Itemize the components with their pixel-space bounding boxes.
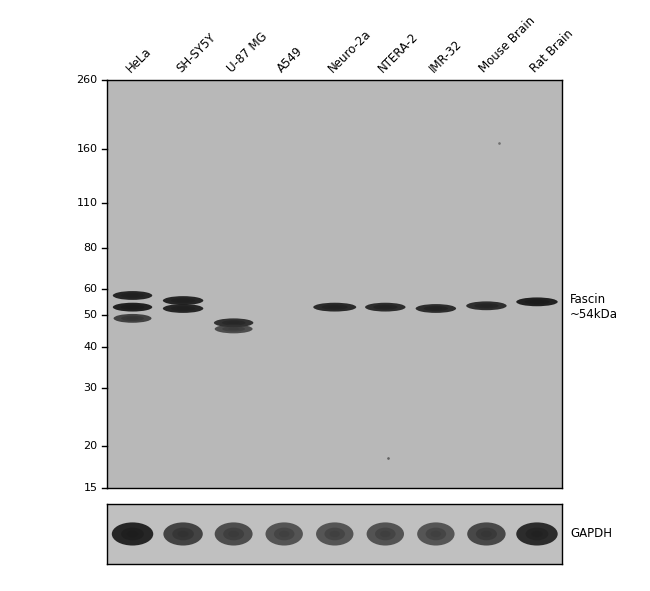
Ellipse shape <box>172 528 194 540</box>
Text: 30: 30 <box>83 384 98 394</box>
Text: 80: 80 <box>83 243 98 254</box>
Ellipse shape <box>480 304 493 307</box>
Ellipse shape <box>177 299 189 302</box>
Ellipse shape <box>113 303 152 311</box>
Ellipse shape <box>516 522 558 545</box>
Ellipse shape <box>322 304 348 310</box>
Ellipse shape <box>222 326 245 332</box>
Ellipse shape <box>177 531 188 537</box>
Text: 60: 60 <box>83 284 98 294</box>
Ellipse shape <box>228 531 239 537</box>
Ellipse shape <box>526 528 549 540</box>
Text: Fascin
~54kDa: Fascin ~54kDa <box>570 293 618 321</box>
Ellipse shape <box>531 531 543 537</box>
Ellipse shape <box>365 303 406 311</box>
Ellipse shape <box>476 528 497 540</box>
Ellipse shape <box>171 306 195 311</box>
Text: 160: 160 <box>77 144 98 154</box>
Ellipse shape <box>430 531 441 537</box>
Text: Rat Brain: Rat Brain <box>528 27 576 75</box>
Ellipse shape <box>417 522 454 545</box>
Text: Mouse Brain: Mouse Brain <box>477 14 538 75</box>
Ellipse shape <box>380 531 391 537</box>
Ellipse shape <box>274 528 294 540</box>
Text: HeLa: HeLa <box>124 45 153 75</box>
Text: 50: 50 <box>83 310 98 320</box>
Ellipse shape <box>466 301 506 310</box>
Ellipse shape <box>177 307 189 310</box>
Ellipse shape <box>163 296 203 305</box>
Ellipse shape <box>265 522 303 545</box>
Ellipse shape <box>121 528 144 540</box>
Ellipse shape <box>127 294 138 297</box>
Ellipse shape <box>424 306 448 311</box>
Ellipse shape <box>227 322 240 324</box>
Ellipse shape <box>121 304 144 310</box>
Ellipse shape <box>516 297 558 306</box>
Text: IMR-32: IMR-32 <box>426 37 464 75</box>
Text: Neuro-2a: Neuro-2a <box>326 27 374 75</box>
Ellipse shape <box>163 522 203 545</box>
Text: SH-SY5Y: SH-SY5Y <box>174 31 218 75</box>
Ellipse shape <box>525 299 549 304</box>
Text: 20: 20 <box>83 441 98 452</box>
Ellipse shape <box>214 324 253 333</box>
Ellipse shape <box>114 314 151 323</box>
Ellipse shape <box>415 304 456 313</box>
Ellipse shape <box>316 522 354 545</box>
Ellipse shape <box>279 531 289 537</box>
Ellipse shape <box>367 522 404 545</box>
Ellipse shape <box>214 319 254 327</box>
Ellipse shape <box>127 306 138 309</box>
Ellipse shape <box>379 306 391 309</box>
Text: 260: 260 <box>77 75 98 85</box>
Ellipse shape <box>481 531 492 537</box>
Ellipse shape <box>426 528 446 540</box>
Ellipse shape <box>214 522 253 545</box>
Ellipse shape <box>430 307 442 310</box>
Ellipse shape <box>112 522 153 545</box>
Ellipse shape <box>127 531 138 537</box>
Text: 110: 110 <box>77 198 98 208</box>
Text: GAPDH: GAPDH <box>570 528 612 540</box>
Ellipse shape <box>474 303 499 309</box>
Text: 40: 40 <box>83 342 98 352</box>
Text: U-87 MG: U-87 MG <box>224 30 270 75</box>
Ellipse shape <box>313 303 356 311</box>
Ellipse shape <box>113 291 152 300</box>
Ellipse shape <box>531 300 543 303</box>
Ellipse shape <box>467 522 506 545</box>
Ellipse shape <box>163 304 203 313</box>
Text: NTERA-2: NTERA-2 <box>376 30 421 75</box>
Ellipse shape <box>373 304 397 310</box>
Ellipse shape <box>121 293 144 298</box>
Text: A549: A549 <box>275 44 306 75</box>
Ellipse shape <box>228 327 239 330</box>
Ellipse shape <box>328 306 341 309</box>
Ellipse shape <box>330 531 340 537</box>
Ellipse shape <box>324 528 345 540</box>
Ellipse shape <box>222 320 246 326</box>
Ellipse shape <box>223 528 244 540</box>
Ellipse shape <box>121 316 144 321</box>
Ellipse shape <box>171 298 195 303</box>
Ellipse shape <box>375 528 396 540</box>
Text: 15: 15 <box>83 483 98 492</box>
Ellipse shape <box>127 317 138 320</box>
